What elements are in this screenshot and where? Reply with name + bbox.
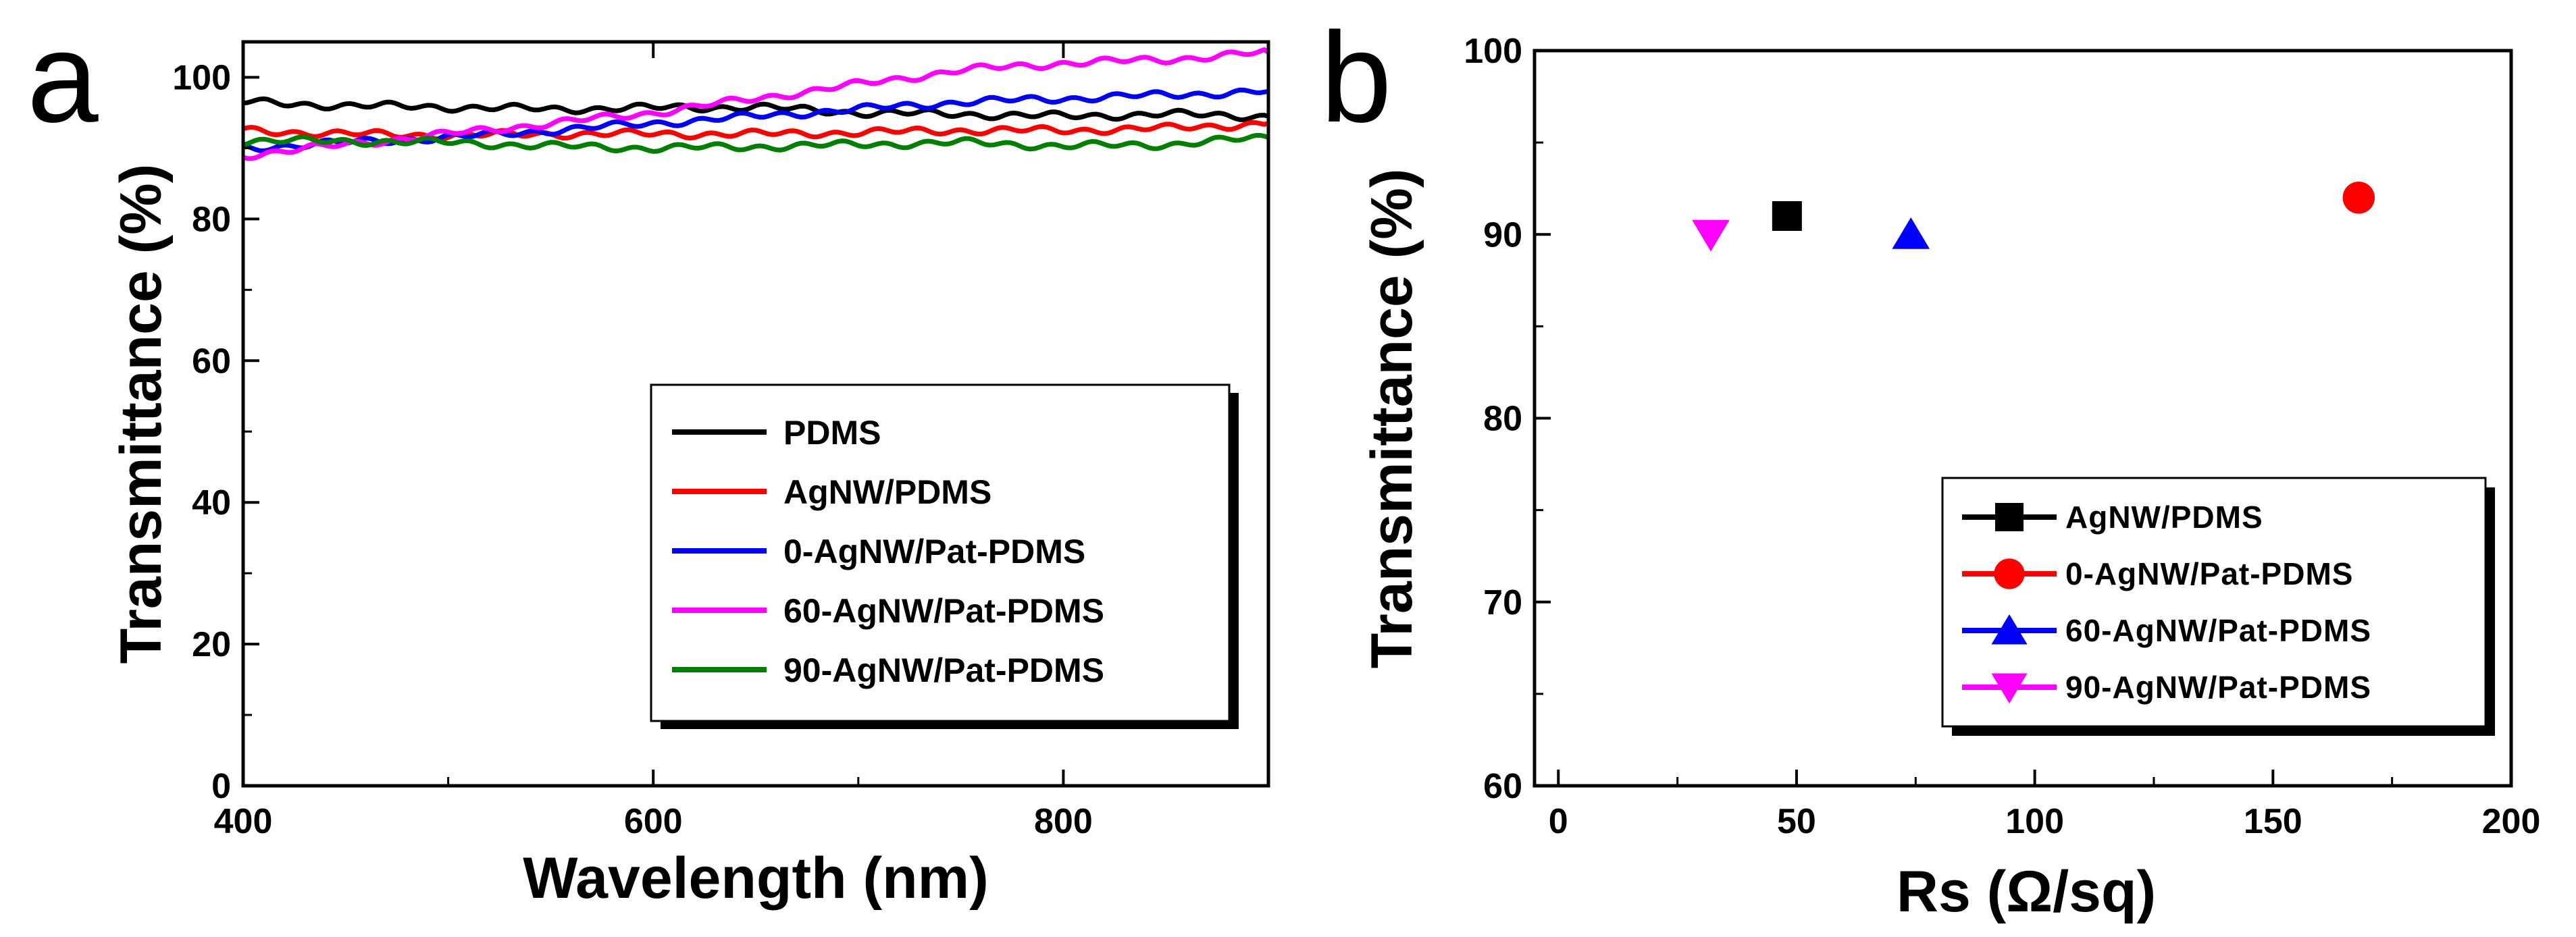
legend-label: AgNW/PDMS bbox=[2065, 500, 2263, 535]
panel-a-legend-items: PDMS AgNW/PDMS 0-AgNW/Pat-PDMS 60-AgNW/Pat-… bbox=[672, 414, 1104, 689]
panel-a-legend: PDMS AgNW/PDMS 0-AgNW/Pat-PDMS 60-AgNW/Pat-… bbox=[650, 383, 1239, 729]
y-tick-label: 100 bbox=[1464, 32, 1522, 71]
series-line-agnw-pdms bbox=[242, 119, 1269, 142]
y-tick-label: 70 bbox=[1483, 583, 1522, 622]
data-point-90-agnw-pat-pdms bbox=[1692, 219, 1730, 252]
legend-label: 60-AgNW/Pat-PDMS bbox=[2065, 613, 2371, 648]
x-tick-label: 600 bbox=[624, 802, 683, 841]
legend-label: AgNW/PDMS bbox=[783, 473, 991, 511]
series-line-pdms bbox=[242, 96, 1269, 122]
y-tick-label: 100 bbox=[172, 58, 231, 97]
legend-label: 0-AgNW/Pat-PDMS bbox=[2065, 556, 2353, 591]
panel-b-legend-items: AgNW/PDMS 0-AgNW/Pat-PDMS 60-AgNW/Pat-PDMS… bbox=[1962, 500, 2371, 705]
panel-a-letter: a bbox=[27, 6, 99, 149]
panel-a-ticks: 400 600 800 0 20 40 60 80 100 bbox=[172, 42, 1270, 841]
y-tick-label: 60 bbox=[1483, 767, 1522, 806]
x-tick-label: 150 bbox=[2244, 802, 2302, 841]
y-tick-label: 60 bbox=[192, 342, 231, 381]
panel-a-series-group bbox=[242, 47, 1270, 161]
x-tick-label: 100 bbox=[2005, 802, 2064, 841]
x-tick-label: 800 bbox=[1034, 802, 1093, 841]
x-tick-label: 400 bbox=[214, 802, 273, 841]
panel-b-xlabel: Rs (Ω/sq) bbox=[1897, 859, 2156, 924]
x-tick-label: 200 bbox=[2482, 802, 2541, 841]
legend-label: PDMS bbox=[783, 414, 881, 452]
panel-a-frame bbox=[241, 40, 1270, 788]
x-tick-label: 0 bbox=[1549, 802, 1568, 841]
panel-b-ticks: 0 50 100 150 200 60 70 80 90 100 bbox=[1464, 32, 2540, 841]
panel-b-letter: b bbox=[1320, 6, 1392, 149]
legend-label: 90-AgNW/Pat-PDMS bbox=[2065, 670, 2371, 705]
legend-swatch-marker bbox=[1991, 614, 2028, 645]
data-point-0-agnw-pat-pdms bbox=[2342, 182, 2375, 214]
legend-label: 90-AgNW/Pat-PDMS bbox=[783, 651, 1104, 689]
panel-b-ylabel: Transmittance (%) bbox=[1360, 169, 1424, 669]
y-tick-label: 80 bbox=[192, 200, 231, 239]
panel-b-points bbox=[1692, 182, 2375, 252]
y-tick-label: 90 bbox=[1483, 215, 1522, 255]
panel-a-ylabel: Transmittance (%) bbox=[109, 164, 174, 664]
y-tick-label: 20 bbox=[192, 625, 231, 664]
legend-swatch-marker bbox=[1994, 558, 2025, 589]
data-point-agnw-pdms bbox=[1772, 201, 1802, 232]
legend-swatch-marker bbox=[1995, 503, 2024, 531]
x-tick-label: 50 bbox=[1777, 802, 1816, 841]
legend-label: 60-AgNW/Pat-PDMS bbox=[783, 592, 1104, 630]
data-point-60-agnw-pat-pdms bbox=[1892, 217, 1930, 249]
series-line-90-agnw-pat-pdms bbox=[242, 133, 1270, 154]
legend-swatch-marker bbox=[1991, 673, 2028, 704]
panel-a-xlabel: Wavelength (nm) bbox=[523, 846, 989, 911]
legend-label: 0-AgNW/Pat-PDMS bbox=[783, 533, 1085, 570]
y-tick-label: 0 bbox=[211, 767, 231, 806]
y-tick-label: 40 bbox=[192, 483, 231, 523]
y-tick-label: 80 bbox=[1483, 400, 1522, 439]
panel-b: b 0 50 100 150 200 60 70 80 90 100 Rs (Ω/sq) Tran… bbox=[1320, 6, 2540, 924]
panel-b-legend: AgNW/PDMS 0-AgNW/Pat-PDMS 60-AgNW/Pat-PDMS… bbox=[1941, 477, 2495, 736]
